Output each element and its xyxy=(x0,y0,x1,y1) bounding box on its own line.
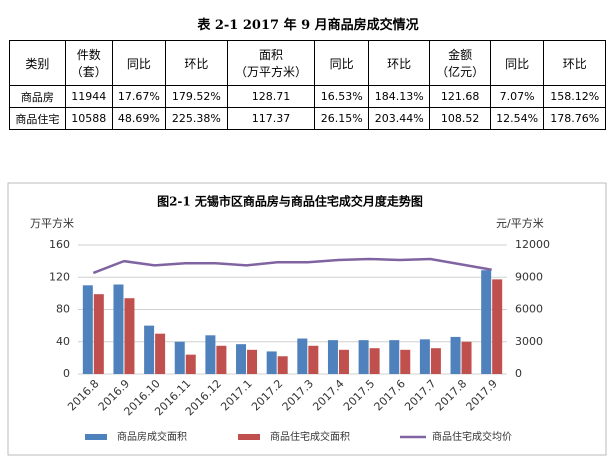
bar xyxy=(144,325,155,374)
table-cell: 179.52% xyxy=(165,85,228,108)
y2-tick-label: 9000 xyxy=(515,270,543,283)
bar xyxy=(430,348,441,374)
table-row: 类别 件数 （套） 同比 环比 面积 （万平方米） 同比 环比 金额 （亿元） 同比 环比 xyxy=(9,40,606,86)
bar xyxy=(277,356,288,374)
bar xyxy=(155,333,166,374)
table-cell: 203.44% xyxy=(367,107,431,130)
table-cell: 件数 （套） xyxy=(64,40,113,86)
y-tick-label: 80 xyxy=(56,303,70,316)
y-axis-title: 万平方米 xyxy=(30,216,74,230)
bar xyxy=(338,349,349,374)
legend-label: 商品住宅成交均价 xyxy=(432,430,512,443)
bar xyxy=(247,349,258,374)
table-cell: 同比 xyxy=(489,40,545,86)
y2-tick-label: 12000 xyxy=(515,238,550,251)
table-cell: 环比 xyxy=(543,40,606,86)
table-cell: 金额 （亿元） xyxy=(429,40,491,86)
bar xyxy=(93,294,104,374)
bar xyxy=(236,344,247,374)
legend-swatch xyxy=(238,434,260,440)
bar xyxy=(266,351,277,374)
table: 类别 件数 （套） 同比 环比 面积 （万平方米） 同比 环比 金额 （亿元） 同比 环比 商品房 1… xyxy=(9,40,606,130)
bar xyxy=(450,336,461,374)
line xyxy=(92,257,492,275)
x-tick-label: 2017.6 xyxy=(372,377,408,413)
bar xyxy=(113,284,124,374)
y2-axis-title: 元/平方米 xyxy=(496,216,544,230)
bar xyxy=(358,340,369,374)
x-tick-label: 2017.8 xyxy=(433,377,469,413)
table-row: 商品房 11944 17.67% 179.52% 128.71 16.53% 184.13%… xyxy=(9,85,606,108)
x-tick-label: 2017.3 xyxy=(280,377,316,413)
table-cell: 环比 xyxy=(367,40,431,86)
bar xyxy=(297,338,308,374)
table-cell: 同比 xyxy=(111,40,167,86)
x-tick-label: 2017.7 xyxy=(402,377,438,413)
bar xyxy=(492,279,503,374)
legend-label: 商品住宅成交面积 xyxy=(270,430,350,443)
table-cell: 117.37 xyxy=(226,107,316,130)
table-cell: 108.52 xyxy=(429,107,491,130)
y2-tick-label: 3000 xyxy=(515,335,543,348)
table-cell: 26.15% xyxy=(314,107,369,130)
bar xyxy=(369,348,380,374)
bar xyxy=(419,339,430,374)
x-tick-label: 2017.4 xyxy=(310,377,346,413)
bar xyxy=(174,341,185,374)
x-tick-label: 2017.5 xyxy=(341,377,377,413)
table-row: 商品住宅 10588 48.69% 225.38% 117.37 26.15% 203.44… xyxy=(9,107,606,130)
y2-tick-label: 6000 xyxy=(515,303,543,316)
y-tick-label: 0 xyxy=(63,367,70,380)
bar xyxy=(308,345,319,374)
table-cell: 同比 xyxy=(314,40,369,86)
table-cell: 10588 xyxy=(64,107,113,130)
legend-swatch xyxy=(85,434,107,440)
x-tick-label: 2017.1 xyxy=(218,377,254,413)
bar xyxy=(124,298,135,374)
bar xyxy=(205,335,216,374)
table-cell: 面积 （万平方米） xyxy=(226,40,316,86)
bar xyxy=(400,349,411,374)
y2-tick-label: 0 xyxy=(515,367,522,380)
chart-frame xyxy=(7,182,607,456)
bar xyxy=(327,340,338,374)
bar xyxy=(461,341,472,374)
x-tick-label: 2017.9 xyxy=(464,377,500,413)
bar xyxy=(82,285,93,374)
y-tick-label: 40 xyxy=(56,335,70,348)
table-title: 表 2-1 2017 年 9 月商品房成交情况 xyxy=(197,18,419,33)
chart-title: 图2-1 无锡市区商品房与商品住宅成交月度走势图 xyxy=(157,194,423,209)
bar xyxy=(481,270,492,374)
table-cell: 12.54% xyxy=(489,107,545,130)
bar xyxy=(389,340,400,374)
table-cell: 178.76% xyxy=(543,107,606,130)
table-cell: 商品房 xyxy=(9,85,66,108)
y-tick-label: 160 xyxy=(49,238,70,251)
bar xyxy=(185,354,196,374)
x-tick-label: 2017.2 xyxy=(249,377,285,413)
y-tick-label: 120 xyxy=(49,270,70,283)
x-tick-label: 2016.8 xyxy=(65,377,101,413)
table-cell: 225.38% xyxy=(165,107,228,130)
bar xyxy=(216,345,227,374)
legend-label: 商品房成交面积 xyxy=(117,430,187,443)
table-cell: 类别 xyxy=(9,40,66,86)
table-cell: 商品住宅 xyxy=(9,107,66,130)
